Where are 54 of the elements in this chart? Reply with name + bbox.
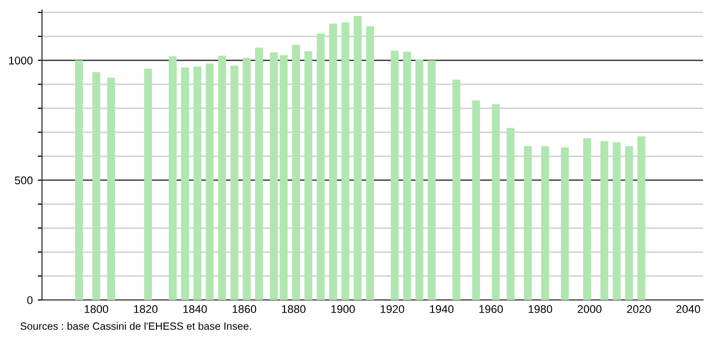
bar bbox=[428, 60, 436, 300]
bar bbox=[506, 128, 515, 300]
bar bbox=[304, 51, 312, 300]
bar bbox=[415, 60, 424, 300]
bar bbox=[625, 146, 633, 300]
x-tick-label: 2000 bbox=[578, 305, 602, 314]
bar bbox=[230, 66, 238, 300]
bar bbox=[316, 33, 325, 300]
x-tick-label: 1840 bbox=[183, 305, 207, 314]
bar bbox=[390, 50, 399, 300]
bar bbox=[280, 55, 288, 300]
bar bbox=[492, 104, 500, 300]
bar bbox=[218, 56, 226, 300]
bar bbox=[583, 138, 592, 300]
x-tick-label: 1800 bbox=[84, 305, 108, 314]
bar bbox=[403, 52, 411, 300]
bar bbox=[329, 24, 337, 300]
bar bbox=[75, 60, 83, 300]
bar bbox=[168, 56, 177, 300]
bar bbox=[242, 58, 251, 300]
x-tick-label: 1900 bbox=[331, 305, 355, 314]
x-tick-label: 2020 bbox=[627, 305, 651, 314]
bar bbox=[560, 147, 569, 300]
y-tick-label: 0 bbox=[27, 296, 33, 304]
bar bbox=[144, 68, 152, 300]
bar bbox=[600, 141, 608, 300]
x-tick-label: 1940 bbox=[430, 305, 454, 314]
bar bbox=[270, 52, 278, 300]
bar bbox=[193, 66, 202, 300]
bar bbox=[255, 48, 263, 300]
bar bbox=[206, 64, 214, 300]
y-tick-label: 1000 bbox=[9, 56, 33, 64]
bar bbox=[107, 78, 116, 300]
bar bbox=[637, 136, 646, 300]
bar bbox=[181, 68, 189, 300]
x-tick-label: 1960 bbox=[479, 305, 503, 314]
x-tick-label: 2040 bbox=[676, 305, 700, 314]
bar bbox=[366, 26, 374, 300]
bar bbox=[452, 80, 460, 300]
x-tick-label: 1880 bbox=[282, 305, 306, 314]
x-tick-label: 1820 bbox=[134, 305, 158, 314]
x-tick-label: 1860 bbox=[232, 305, 256, 314]
bar bbox=[92, 72, 100, 300]
source-note: Sources : base Cassini de l'EHESS et base Insee. bbox=[20, 322, 251, 330]
bar bbox=[354, 16, 362, 300]
y-tick-label: 500 bbox=[14, 176, 33, 184]
bar bbox=[472, 100, 480, 300]
x-tick-label: 1980 bbox=[528, 305, 552, 314]
bar bbox=[341, 22, 350, 300]
x-tick-label: 1920 bbox=[380, 305, 404, 314]
bar bbox=[292, 44, 300, 300]
bar bbox=[612, 142, 621, 300]
bar bbox=[541, 146, 550, 300]
bar bbox=[524, 146, 532, 300]
